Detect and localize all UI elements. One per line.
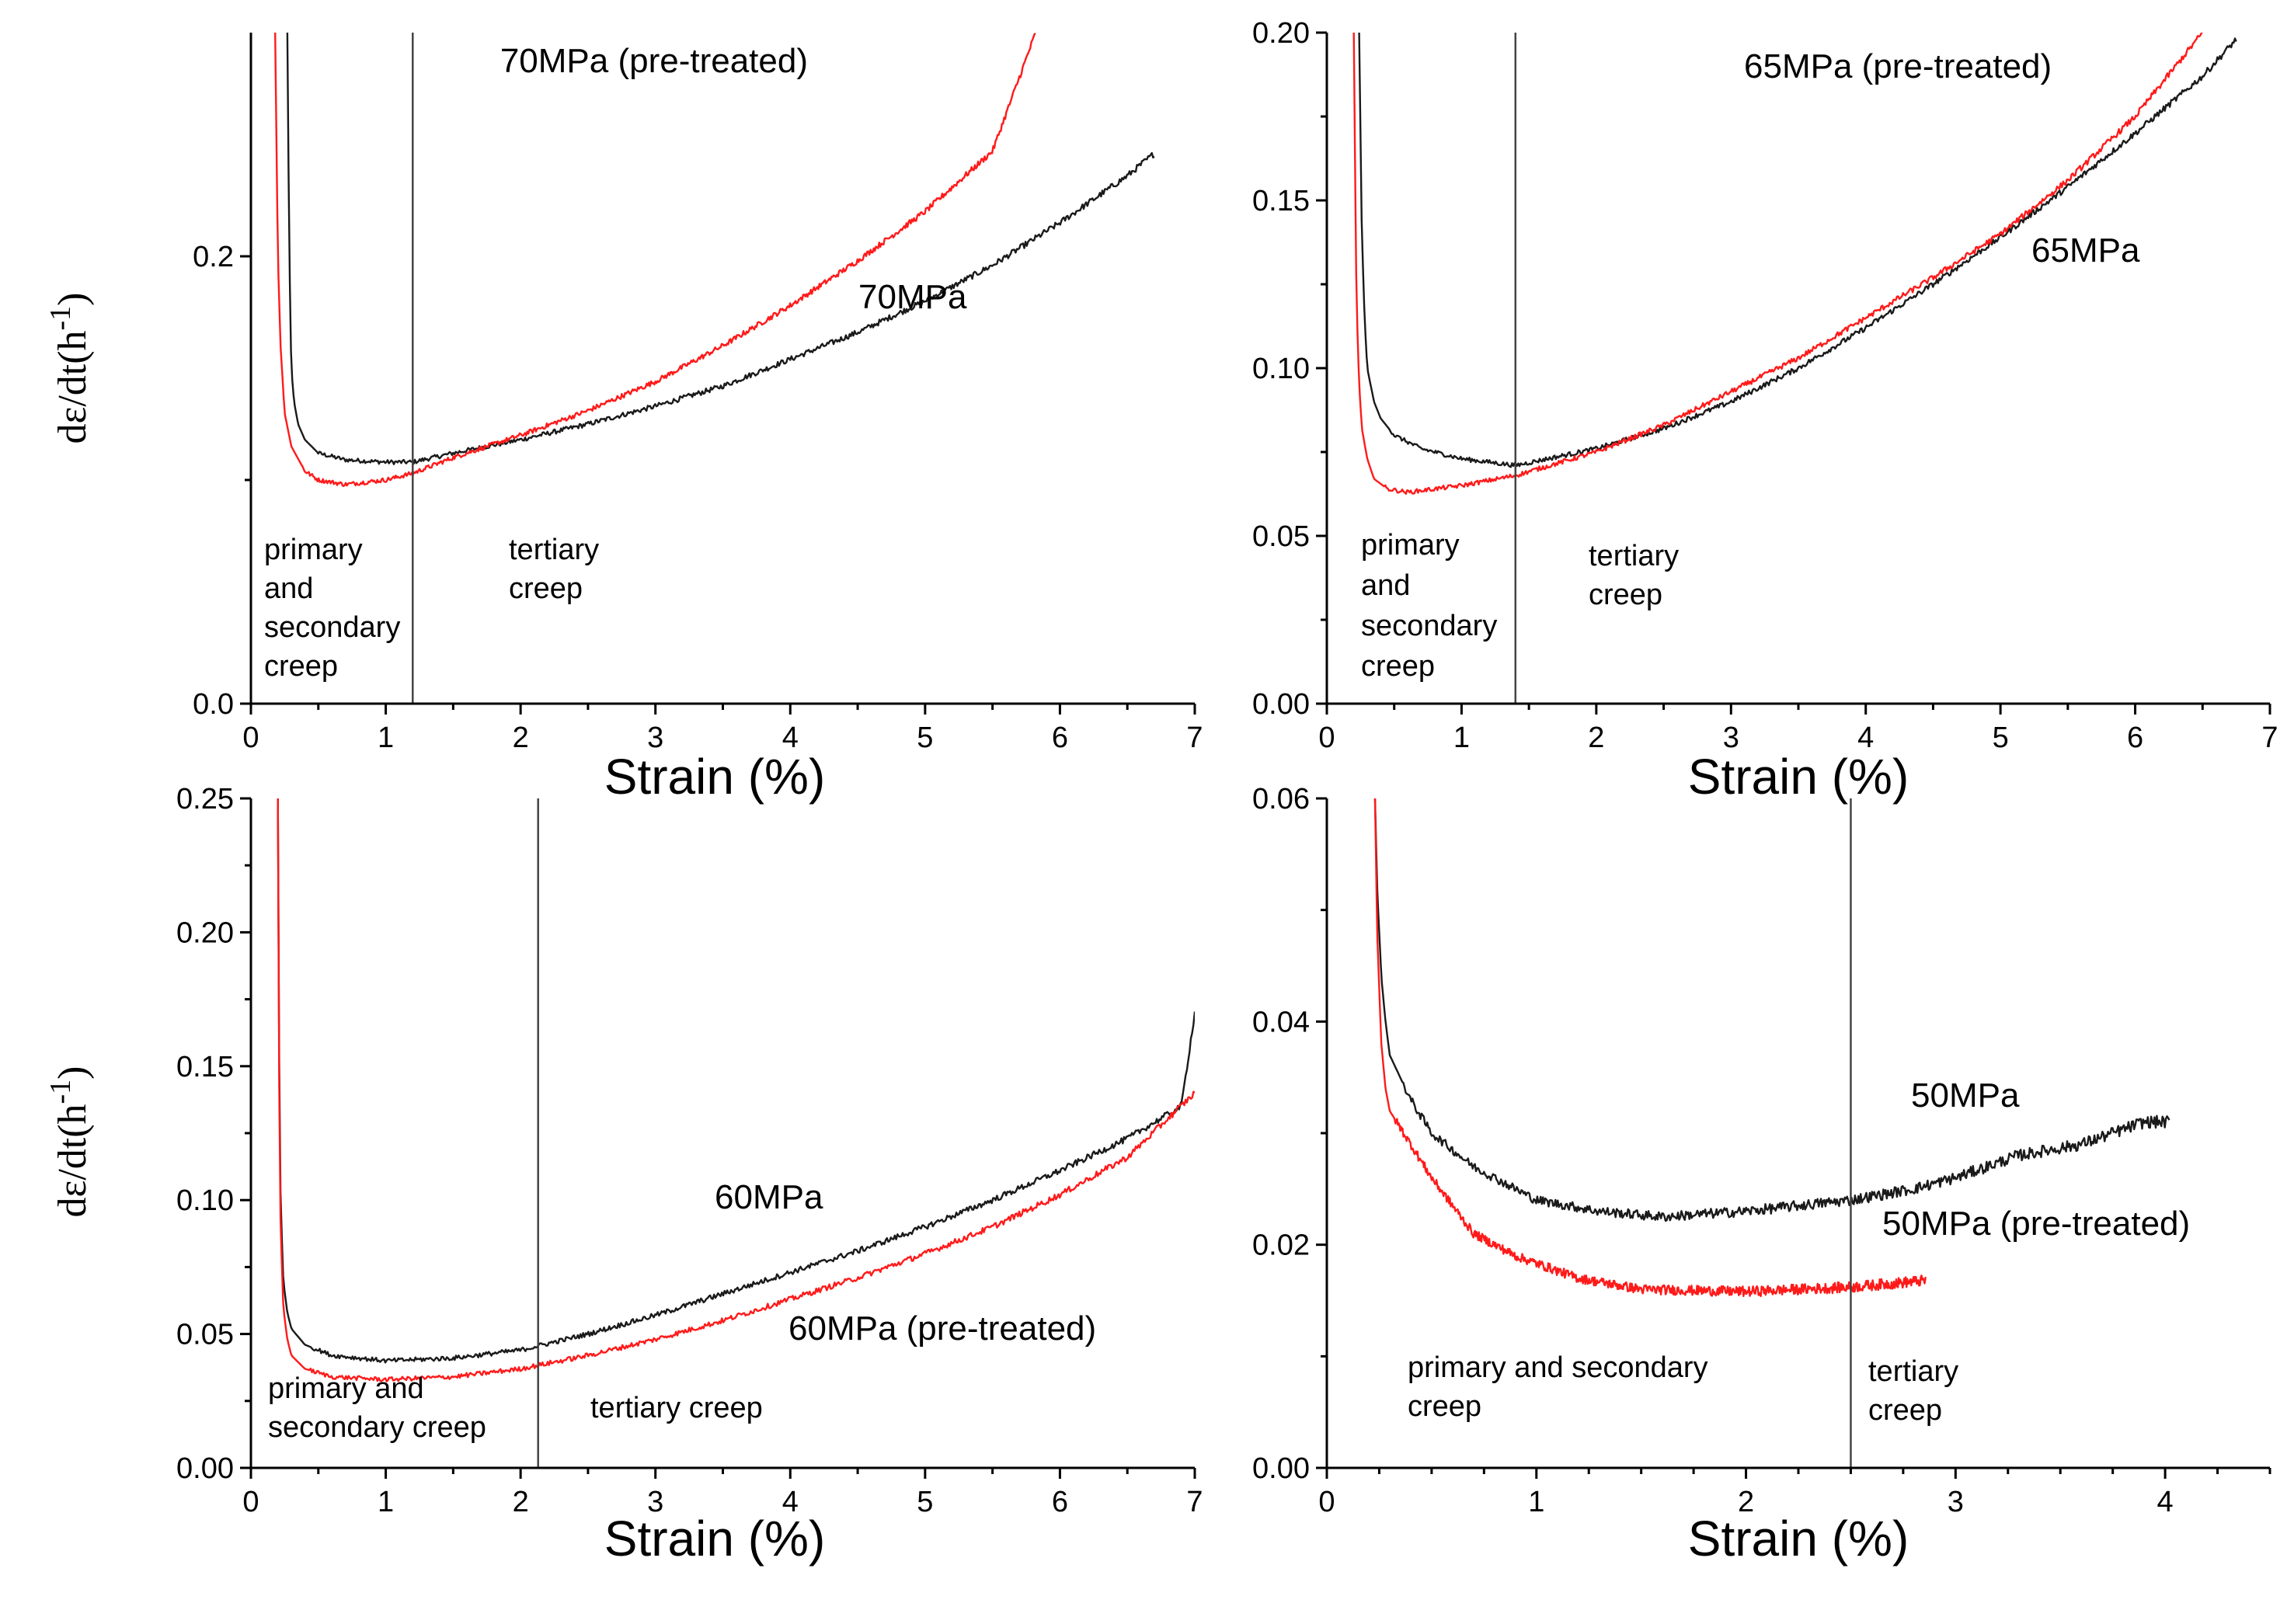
series-label: 60MPa (pre-treated) xyxy=(788,1309,1096,1348)
series-line-normal xyxy=(277,798,1195,1364)
x-tick-label: 5 xyxy=(917,1486,933,1518)
series-label: 50MPa (pre-treated) xyxy=(1882,1205,2190,1243)
y-tick-label: 0.04 xyxy=(1252,1006,1310,1038)
panel-50mpa: 0 1 2 3 4 0.00 0.02 0.04 0.06 Strain (%) 50MPa 50MP… xyxy=(1252,783,2271,1567)
x-tick-label: 3 xyxy=(647,722,663,754)
stage-annotation-tertiary: tertiary xyxy=(1868,1355,1958,1388)
stage-annotation-tertiary: creep xyxy=(1868,1394,1942,1427)
x-tick-label: 0 xyxy=(1318,722,1335,754)
x-axis-title: Strain (%) xyxy=(1688,749,1909,805)
x-axis-title: Strain (%) xyxy=(1688,1511,1909,1567)
x-tick-label: 7 xyxy=(1186,1486,1203,1518)
stage-annotation-tertiary: creep xyxy=(509,572,583,605)
series-label: 65MPa xyxy=(2031,231,2140,270)
x-tick-label: 1 xyxy=(378,1486,394,1518)
x-tick-label: 3 xyxy=(647,1486,663,1518)
stage-annotation-primary-secondary: creep xyxy=(264,650,338,683)
x-tick-label: 6 xyxy=(1052,722,1068,754)
stage-annotation-primary-secondary: creep xyxy=(1408,1390,1481,1423)
series-label: 70MPa (pre-treated) xyxy=(500,42,808,80)
y-tick-label: 0.10 xyxy=(176,1184,234,1217)
series-line-normal xyxy=(286,33,1155,465)
x-tick-label: 0 xyxy=(242,1486,259,1518)
x-axis-title: Strain (%) xyxy=(604,1511,826,1567)
y-tick-label: 0.05 xyxy=(1252,520,1310,553)
x-tick-label: 1 xyxy=(1453,722,1470,754)
y-tick-label: 0.2 xyxy=(193,241,234,273)
y-tick-label: 0.06 xyxy=(1252,783,1310,815)
y-tick-label: 0.15 xyxy=(176,1051,234,1083)
stage-annotation-primary-secondary: creep xyxy=(1361,650,1435,683)
panel-70mpa: 0 1 2 3 4 5 6 7 0.0 0.2 Strain (%) dε/dt(h-1) 70MPa … xyxy=(44,33,1203,805)
stage-annotation-primary-secondary: and xyxy=(1361,569,1410,602)
panel-65mpa: 0 1 2 3 4 5 6 7 0.00 0.05 0.10 0.15 0.20 Strain (%) 65… xyxy=(1252,17,2278,805)
x-tick-label: 2 xyxy=(1738,1486,1754,1518)
x-tick-label: 0 xyxy=(1318,1486,1335,1518)
series-line-normal xyxy=(1373,798,2170,1222)
x-tick-label: 2 xyxy=(1588,722,1604,754)
x-tick-label: 2 xyxy=(513,722,529,754)
series-line-pre-treated xyxy=(277,798,1195,1382)
y-tick-label: 0.20 xyxy=(1252,17,1310,50)
x-tick-label: 6 xyxy=(2127,722,2143,754)
series-line-pre-treated xyxy=(1352,33,2203,495)
stage-annotation-primary-secondary: primary and secondary xyxy=(1408,1351,1708,1384)
y-tick-label: 0.00 xyxy=(1252,1452,1310,1485)
x-tick-label: 7 xyxy=(2261,722,2278,754)
y-tick-label: 0.20 xyxy=(176,916,234,949)
x-tick-label: 0 xyxy=(242,722,259,754)
series-line-pre-treated xyxy=(274,33,1036,488)
x-tick-label: 1 xyxy=(1528,1486,1544,1518)
x-tick-label: 1 xyxy=(378,722,394,754)
y-tick-label: 0.00 xyxy=(176,1452,234,1485)
x-tick-label: 3 xyxy=(1723,722,1739,754)
stage-annotation-tertiary: tertiary xyxy=(509,534,599,566)
y-tick-label: 0.0 xyxy=(193,688,234,721)
stage-annotation-primary-secondary: secondary xyxy=(1361,610,1497,642)
stage-annotation-tertiary: creep xyxy=(1589,579,1662,611)
x-tick-label: 4 xyxy=(1857,722,1874,754)
series-label: 65MPa (pre-treated) xyxy=(1744,47,2052,85)
stage-annotation-primary-secondary: primary and xyxy=(268,1372,424,1405)
stage-annotation-primary-secondary: primary xyxy=(1361,529,1460,562)
stage-annotation-tertiary: tertiary xyxy=(1589,540,1679,572)
x-tick-label: 4 xyxy=(2157,1486,2174,1518)
y-tick-label: 0.25 xyxy=(176,783,234,815)
x-tick-label: 4 xyxy=(782,1486,799,1518)
series-line-pre-treated xyxy=(1373,798,1927,1298)
y-tick-label: 0.05 xyxy=(176,1319,234,1351)
panel-60mpa: 0 1 2 3 4 5 6 7 0.00 0.05 0.10 0.15 0.20 0.25 Strain (… xyxy=(44,783,1203,1567)
x-tick-label: 5 xyxy=(1993,722,2009,754)
x-tick-label: 4 xyxy=(782,722,799,754)
y-axis-title: dε/dt(h-1) xyxy=(44,1066,95,1217)
stage-annotation-primary-secondary: and xyxy=(264,572,313,605)
y-tick-label: 0.02 xyxy=(1252,1229,1310,1262)
stage-annotation-primary-secondary: primary xyxy=(264,534,363,566)
stage-annotation-primary-secondary: secondary xyxy=(264,611,400,644)
y-tick-label: 0.00 xyxy=(1252,688,1310,721)
stage-annotation-primary-secondary: secondary creep xyxy=(268,1411,486,1444)
x-tick-label: 7 xyxy=(1186,722,1203,754)
x-tick-label: 3 xyxy=(1948,1486,1964,1518)
x-axis-title: Strain (%) xyxy=(604,749,826,805)
stage-annotation-tertiary: tertiary creep xyxy=(590,1392,763,1424)
y-tick-label: 0.10 xyxy=(1252,353,1310,385)
x-tick-label: 6 xyxy=(1052,1486,1068,1518)
y-axis-title: dε/dt(h-1) xyxy=(44,292,95,443)
series-label: 60MPa xyxy=(715,1178,823,1216)
series-line-normal xyxy=(1358,33,2237,468)
x-tick-label: 5 xyxy=(917,722,933,754)
series-label: 50MPa xyxy=(1911,1076,2020,1115)
x-tick-label: 2 xyxy=(513,1486,529,1518)
y-tick-label: 0.15 xyxy=(1252,185,1310,217)
series-label: 70MPa xyxy=(858,278,967,316)
